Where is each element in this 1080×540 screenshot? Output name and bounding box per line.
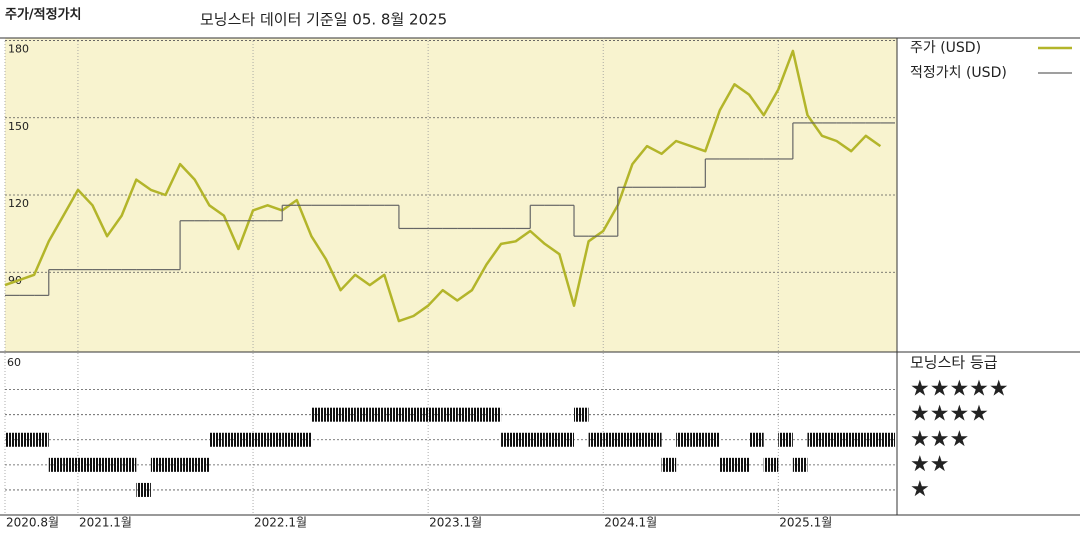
x-tick-label: 2023.1월: [429, 516, 482, 530]
rating-bar: [486, 407, 502, 422]
rating-bar: [253, 432, 268, 447]
rating-bar: [282, 432, 297, 447]
rating-bar: [223, 432, 239, 447]
rating-bar: [676, 432, 691, 447]
rating-bar: [836, 432, 852, 447]
y-tick-label: 120: [8, 197, 29, 210]
rating-bar: [880, 432, 895, 447]
rating-bar: [209, 432, 224, 447]
rating-bar: [661, 457, 677, 472]
rating-bar: [325, 407, 341, 422]
rating-bar: [398, 407, 414, 422]
y-tick-label: 180: [8, 43, 29, 56]
rating-bar: [180, 457, 195, 472]
rating-bar: [530, 432, 545, 447]
rating-bar: [763, 457, 779, 472]
rating-bar: [165, 457, 181, 472]
rating-bar: [559, 432, 575, 447]
rating-bar: [749, 432, 764, 447]
rating-bar: [544, 432, 560, 447]
rating-bar: [807, 432, 823, 447]
rating-bar: [632, 432, 647, 447]
x-tick-label: 2020.8월: [6, 516, 59, 530]
rating-title: 모닝스타 등급: [910, 354, 998, 372]
rating-bar: [457, 407, 472, 422]
legend-label: 적정가치 (USD): [910, 65, 1007, 81]
price-line: [4, 49, 882, 323]
rating-bar: [442, 407, 458, 422]
rating-bar: [136, 482, 151, 497]
corner-label: 60: [7, 356, 21, 369]
x-tick-label: 2024.1월: [604, 516, 657, 530]
rating-label: ★★★★★: [910, 377, 1009, 402]
chart-subtitle: 모닝스타 데이터 기준일 05. 8월 2025: [200, 11, 447, 29]
rating-bar: [296, 432, 312, 447]
rating-bar: [588, 432, 604, 447]
rating-bar: [77, 457, 93, 472]
rating-bar: [355, 407, 370, 422]
rating-bar: [515, 432, 531, 447]
rating-bar: [471, 407, 487, 422]
rating-label: ★★★: [910, 427, 969, 452]
rating-bar: [734, 457, 750, 472]
rating-bar: [34, 432, 49, 447]
rating-bar: [150, 457, 166, 472]
rating-bar: [369, 407, 385, 422]
rating-bar: [48, 457, 64, 472]
rating-bar: [92, 457, 108, 472]
rating-bar: [822, 432, 837, 447]
rating-bar: [851, 432, 866, 447]
x-tick-label: 2021.1월: [79, 516, 132, 530]
rating-bar: [603, 432, 618, 447]
rating-bar: [646, 432, 662, 447]
rating-bar: [107, 457, 122, 472]
rating-bar: [384, 407, 399, 422]
rating-bar: [194, 457, 210, 472]
rating-bar: [5, 432, 20, 447]
rating-bar: [719, 457, 735, 472]
rating-bar: [413, 407, 429, 422]
rating-bar: [63, 457, 78, 472]
chart-title: 주가/적정가치: [5, 7, 82, 23]
rating-label: ★★★★: [910, 402, 989, 427]
rating-bar: [617, 432, 633, 447]
rating-bar: [690, 432, 706, 447]
rating-bar: [778, 432, 793, 447]
rating-bar: [865, 432, 881, 447]
rating-bar: [340, 407, 356, 422]
rating-label: ★: [910, 477, 930, 502]
rating-label: ★★: [910, 452, 949, 477]
rating-bar: [501, 432, 516, 447]
rating-bar: [428, 407, 443, 422]
rating-bar: [792, 457, 808, 472]
x-tick-label: 2022.1월: [254, 516, 307, 530]
rating-bar: [19, 432, 35, 447]
rating-bar: [238, 432, 254, 447]
y-tick-label: 150: [8, 120, 29, 133]
rating-bar: [121, 457, 137, 472]
rating-bar: [574, 407, 589, 422]
x-tick-label: 2025.1월: [779, 516, 832, 530]
rating-bar: [705, 432, 720, 447]
legend-label: 주가 (USD): [910, 40, 981, 56]
rating-bar: [267, 432, 283, 447]
rating-bar: [311, 407, 326, 422]
